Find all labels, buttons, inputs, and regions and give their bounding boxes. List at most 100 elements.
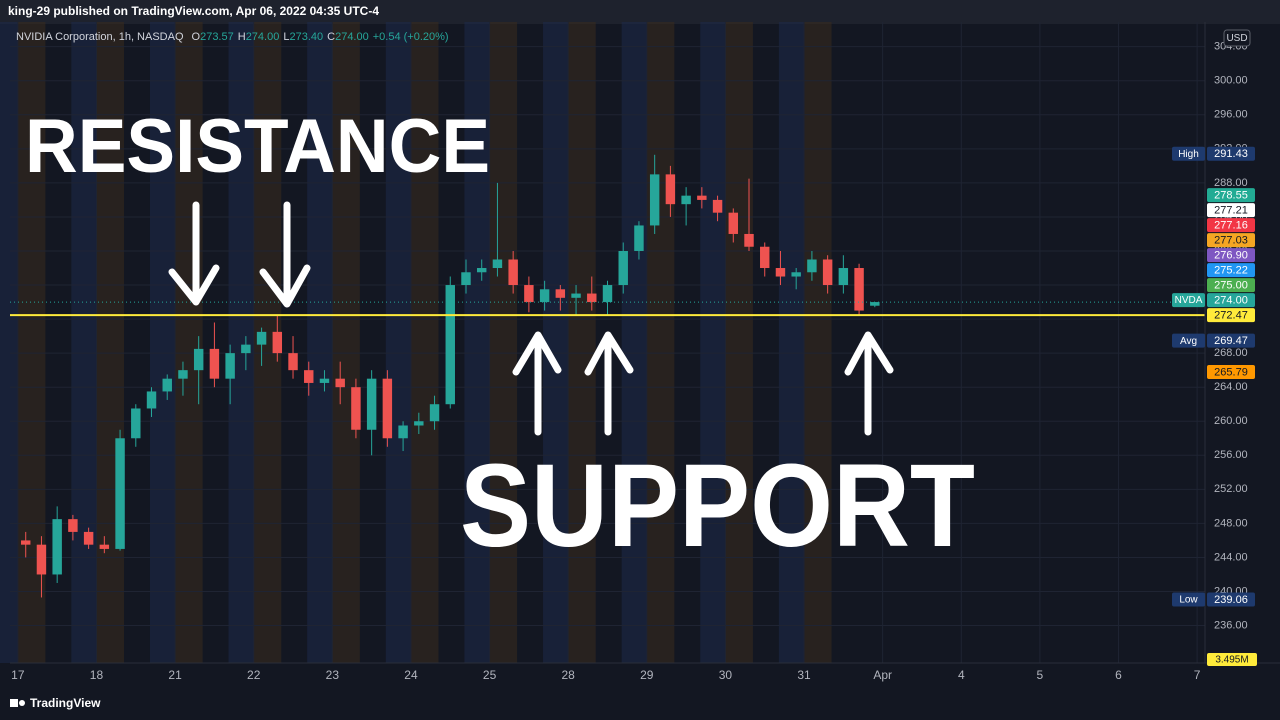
x-tick-label: 29 [640, 668, 654, 682]
candle-body [209, 348, 220, 379]
y-tick-label: 300.00 [1214, 75, 1248, 87]
session-shade [332, 22, 360, 663]
candle-body [429, 404, 440, 422]
candle-body [115, 438, 125, 549]
legend-title: NVIDIA Corporation, 1h, NASDAQ [16, 31, 184, 43]
legend-value: 273.40 [289, 31, 323, 43]
x-tick-label: 31 [797, 668, 811, 682]
footer-bar [0, 688, 1280, 720]
candle-body [225, 353, 235, 379]
candle-body [178, 370, 188, 379]
candle-body [508, 259, 518, 286]
arrow-down [259, 201, 311, 308]
candle-body [760, 246, 770, 269]
session-shade [778, 22, 805, 663]
arrow-down [168, 201, 220, 306]
y-tick-label: 236.00 [1214, 619, 1248, 631]
candle-body [791, 272, 801, 277]
session-shade [700, 22, 726, 663]
session-shade [646, 22, 675, 663]
candle-body [476, 268, 487, 273]
session-shade [385, 22, 411, 663]
x-tick-label: 23 [326, 668, 340, 682]
candle-body [712, 199, 723, 213]
candle-body [193, 348, 204, 371]
price-badge [1207, 263, 1255, 278]
price-name-tag [1172, 592, 1205, 607]
candle-body [728, 212, 739, 234]
x-tick-label: 30 [719, 668, 733, 682]
session-shade [621, 22, 647, 663]
candle-body [555, 289, 566, 298]
candle-body [571, 293, 581, 298]
x-tick-label: 21 [168, 668, 182, 682]
candle-body [838, 268, 849, 286]
candle-body [587, 293, 597, 303]
candle-body [618, 250, 628, 286]
candle-body [304, 370, 314, 383]
session-shade [307, 22, 333, 663]
price-name: Low [1179, 595, 1198, 606]
price-badge-label: 269.47 [1214, 335, 1248, 347]
price-badge [1207, 308, 1255, 323]
candle-body [822, 259, 833, 286]
price-badge-label: 291.43 [1214, 148, 1248, 160]
candle-body [807, 259, 817, 273]
price-badge-label: 276.90 [1214, 249, 1248, 261]
price-badge [1207, 203, 1255, 218]
y-tick-label: 268.00 [1214, 347, 1248, 359]
x-tick-label: 24 [404, 668, 418, 682]
session-shade [175, 22, 203, 663]
y-tick-label: 260.00 [1214, 415, 1248, 427]
y-tick-label: 256.00 [1214, 449, 1248, 461]
candle-body [492, 259, 503, 269]
candle-body [272, 331, 283, 354]
support-annotation: SUPPORT [460, 440, 975, 572]
plot-area [0, 22, 1205, 663]
candle-body [256, 331, 267, 345]
x-tick-label: 17 [11, 668, 25, 682]
x-tick-label: 22 [247, 668, 261, 682]
candle-body [539, 289, 550, 303]
candle-body [602, 285, 613, 303]
candle-body [870, 302, 880, 306]
candle-body [68, 519, 78, 532]
price-badge-label: 272.47 [1214, 309, 1248, 321]
price-badge-label: 274.00 [1214, 294, 1248, 306]
candle-body [99, 544, 110, 549]
x-tick-label: Apr [873, 668, 892, 682]
session-shade [464, 22, 490, 663]
price-badge-label: 239.06 [1214, 594, 1248, 606]
y-tick-label: 296.00 [1214, 109, 1248, 121]
top-bar [0, 0, 1280, 24]
tradingview-logo [10, 699, 25, 707]
footer-brand: TradingView [30, 696, 101, 710]
price-name-tag [1172, 146, 1205, 161]
y-tick-label: 252.00 [1214, 483, 1248, 495]
x-tick-label: 18 [90, 668, 104, 682]
session-shade [725, 22, 753, 663]
candle-body [649, 174, 660, 226]
candle-body [634, 225, 644, 251]
price-name: High [1178, 149, 1199, 160]
candle-body [52, 519, 62, 575]
session-shade [410, 22, 439, 663]
volume-label: 3.495M [1215, 655, 1248, 666]
y-tick-label: 248.00 [1214, 517, 1248, 529]
x-tick-label: 5 [1037, 668, 1044, 682]
currency-badge [1223, 29, 1251, 47]
session-shade [489, 22, 518, 663]
candle-body [21, 540, 31, 545]
x-tick-label: 6 [1115, 668, 1122, 682]
price-badge-label: 277.03 [1214, 234, 1248, 246]
arrows [168, 201, 894, 436]
candle-body [36, 544, 47, 575]
candle-body [398, 425, 408, 439]
price-badge [1207, 146, 1255, 161]
legend-key: C [327, 31, 335, 43]
session-shade [0, 22, 18, 663]
legend-key: O [192, 31, 201, 43]
y-tick-label: 244.00 [1214, 551, 1248, 563]
legend-value: 274.00 [246, 31, 280, 43]
price-badge-label: 278.55 [1214, 189, 1248, 201]
